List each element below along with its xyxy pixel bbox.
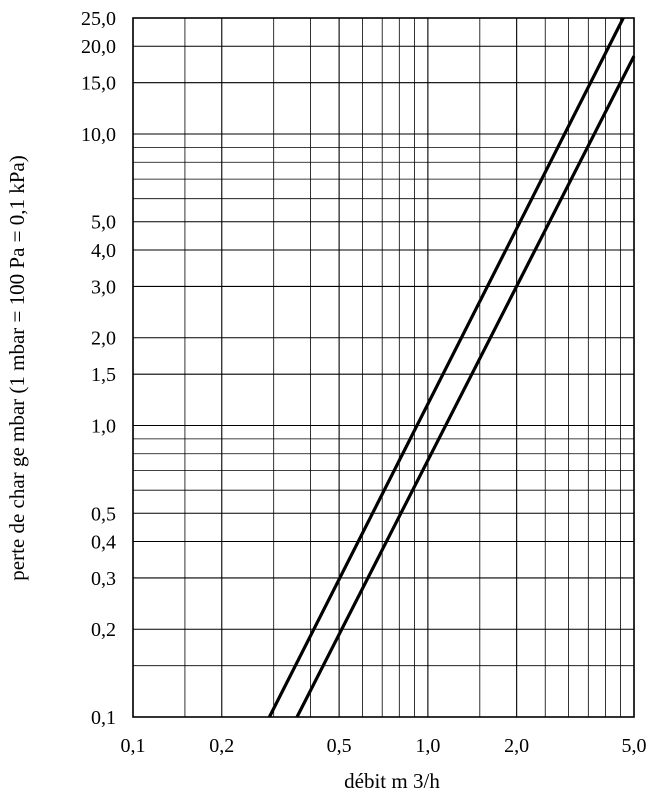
y-tick-label: 0,2 — [91, 619, 116, 641]
x-tick-labels: 0,1 0,2 0,5 1,0 2,0 5,0 — [121, 735, 647, 757]
y-tick-label: 0,4 — [91, 531, 116, 553]
data-series — [267, 17, 636, 718]
x-axis-title: débit m 3/h — [344, 769, 440, 793]
x-tick-label: 2,0 — [504, 735, 529, 757]
y-tick-label: 4,0 — [91, 240, 116, 262]
x-tick-label: 0,1 — [121, 735, 146, 757]
y-tick-label: 2,0 — [91, 328, 116, 350]
y-tick-label: 0,5 — [91, 503, 116, 525]
x-tick-label: 5,0 — [622, 735, 647, 757]
y-axis-title: perte de char ge mbar (1 mbar = 100 Pa =… — [5, 155, 29, 580]
x-tick-label: 0,5 — [327, 735, 352, 757]
x-tick-label: 1,0 — [415, 735, 440, 757]
minor-gridlines — [133, 18, 634, 717]
y-tick-label: 0,1 — [91, 707, 116, 729]
x-tick-label: 0,2 — [209, 735, 234, 757]
series-line — [267, 17, 625, 718]
plot-frame — [132, 17, 635, 718]
y-tick-label: 3,0 — [91, 276, 116, 298]
y-tick-label: 15,0 — [81, 73, 116, 95]
series-line — [295, 55, 636, 718]
y-tick-label: 1,0 — [91, 415, 116, 437]
y-tick-label: 20,0 — [81, 36, 116, 58]
y-tick-label: 1,5 — [91, 364, 116, 386]
y-tick-labels: 0,1 0,2 0,3 0,4 0,5 1,0 1,5 2,0 3,0 4,0 5,0 10,0 15,… — [81, 8, 116, 729]
major-gridlines — [132, 17, 635, 718]
y-tick-label: 25,0 — [81, 8, 116, 30]
y-tick-label: 5,0 — [91, 212, 116, 234]
y-tick-label: 10,0 — [81, 124, 116, 146]
y-tick-label: 0,3 — [91, 568, 116, 590]
